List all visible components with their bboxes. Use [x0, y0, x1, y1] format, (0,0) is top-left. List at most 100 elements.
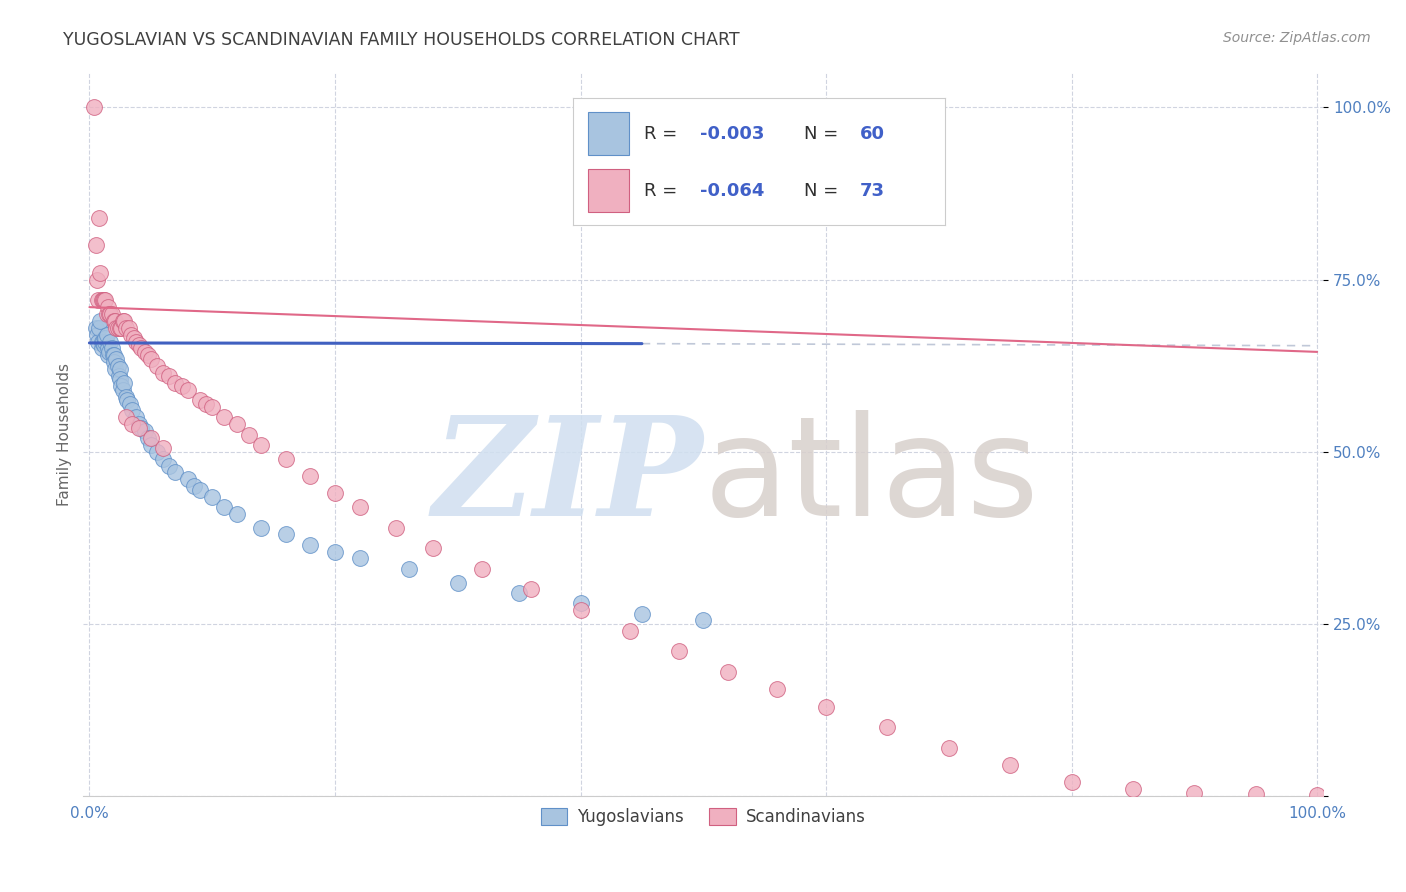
Point	[134, 424, 156, 438]
Point	[125, 410, 148, 425]
Point	[176, 472, 198, 486]
Point	[201, 490, 224, 504]
Point	[129, 342, 152, 356]
Point	[83, 100, 105, 114]
Point	[103, 348, 125, 362]
Point	[107, 320, 129, 334]
Point	[274, 527, 297, 541]
Point	[98, 334, 121, 349]
Point	[93, 338, 115, 352]
Point	[569, 596, 592, 610]
Point	[108, 372, 131, 386]
Point	[165, 466, 187, 480]
Point	[1182, 786, 1205, 800]
Point	[104, 362, 127, 376]
Point	[250, 438, 273, 452]
Point	[225, 417, 247, 432]
Point	[157, 369, 180, 384]
Point	[938, 740, 960, 755]
Point	[89, 211, 111, 225]
Point	[100, 342, 122, 356]
Y-axis label: Family Households: Family Households	[58, 363, 72, 506]
Point	[105, 351, 128, 366]
Point	[121, 403, 143, 417]
Point	[323, 486, 346, 500]
Point	[152, 451, 174, 466]
Point	[176, 383, 198, 397]
Point	[112, 376, 135, 390]
Point	[94, 331, 117, 345]
Point	[115, 390, 138, 404]
Point	[717, 665, 740, 680]
Point	[138, 348, 160, 362]
Point	[250, 520, 273, 534]
Point	[152, 442, 174, 456]
Point	[139, 351, 162, 366]
Point	[1244, 787, 1267, 801]
Point	[447, 575, 470, 590]
Point	[98, 344, 121, 359]
Point	[299, 538, 322, 552]
Point	[108, 369, 131, 384]
Point	[120, 327, 142, 342]
Point	[98, 307, 121, 321]
Point	[1000, 758, 1022, 772]
Point	[89, 314, 111, 328]
Point	[692, 614, 714, 628]
Point	[170, 379, 193, 393]
Point	[188, 483, 211, 497]
Point	[139, 438, 162, 452]
Point	[104, 314, 127, 328]
Point	[111, 314, 134, 328]
Point	[201, 400, 224, 414]
Point	[111, 383, 134, 397]
Point	[90, 334, 112, 349]
Point	[118, 396, 141, 410]
Point	[98, 307, 121, 321]
Point	[121, 417, 143, 432]
Point	[89, 266, 111, 280]
Text: YUGOSLAVIAN VS SCANDINAVIAN FAMILY HOUSEHOLDS CORRELATION CHART: YUGOSLAVIAN VS SCANDINAVIAN FAMILY HOUSE…	[63, 31, 740, 49]
Point	[115, 320, 138, 334]
Point	[90, 342, 112, 356]
Point	[323, 544, 346, 558]
Point	[520, 582, 543, 597]
Point	[398, 562, 420, 576]
Point	[129, 420, 152, 434]
Point	[138, 431, 160, 445]
Point	[101, 348, 124, 362]
Point	[115, 410, 138, 425]
Point	[422, 541, 444, 556]
Point	[94, 293, 117, 308]
Point	[815, 699, 838, 714]
Point	[110, 320, 132, 334]
Point	[183, 479, 205, 493]
Point	[103, 355, 125, 369]
Point	[385, 520, 408, 534]
Point	[87, 293, 110, 308]
Point	[96, 327, 118, 342]
Point	[97, 348, 120, 362]
Legend: Yugoslavians, Scandinavians: Yugoslavians, Scandinavians	[533, 800, 875, 835]
Text: ZIP: ZIP	[433, 411, 703, 545]
Point	[188, 393, 211, 408]
Point	[139, 431, 162, 445]
Point	[122, 331, 145, 345]
Point	[89, 320, 111, 334]
Point	[165, 376, 187, 390]
Point	[668, 644, 690, 658]
Point	[349, 551, 371, 566]
Point	[508, 586, 530, 600]
Point	[146, 444, 169, 458]
Point	[274, 451, 297, 466]
Point	[108, 320, 131, 334]
Text: Source: ZipAtlas.com: Source: ZipAtlas.com	[1223, 31, 1371, 45]
Point	[110, 379, 132, 393]
Point	[94, 334, 117, 349]
Point	[1306, 788, 1329, 802]
Point	[100, 307, 122, 321]
Point	[214, 410, 236, 425]
Point	[225, 507, 247, 521]
Point	[84, 238, 107, 252]
Point	[569, 603, 592, 617]
